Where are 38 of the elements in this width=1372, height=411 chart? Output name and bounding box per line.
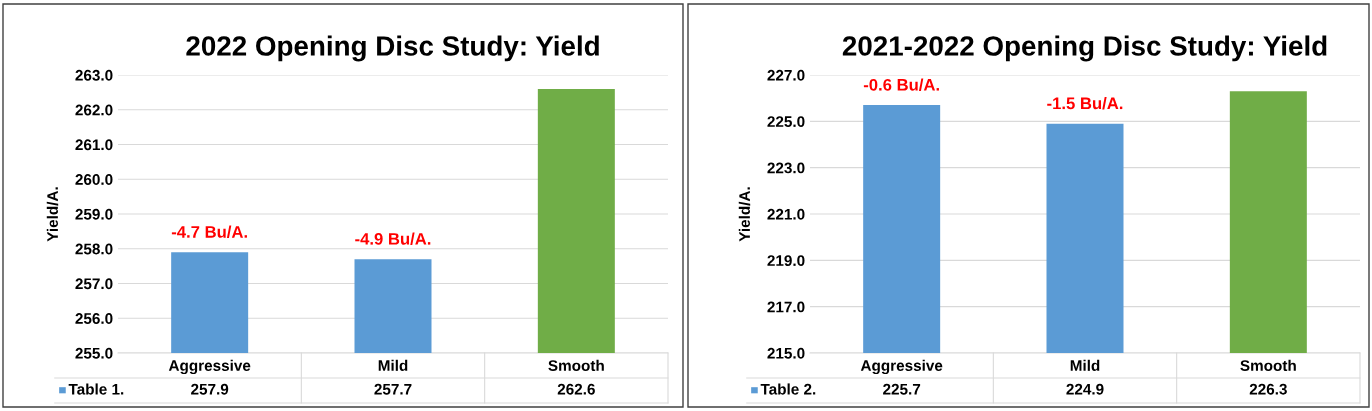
- y-tick-label: 255.0: [75, 347, 113, 359]
- y-tick-label: 227.0: [767, 69, 805, 81]
- x-tick-label: Aggressive: [860, 359, 943, 375]
- annotation: -4.9 Bu/A.: [355, 232, 431, 245]
- annotation: -0.6 Bu/A.: [863, 78, 939, 91]
- data-label: 257.9: [191, 383, 229, 395]
- y-axis-title: Yield/A.: [738, 187, 751, 242]
- data-label: 226.3: [1249, 383, 1287, 395]
- x-tick-label: Mild: [1070, 359, 1100, 371]
- y-tick-label: 258.0: [75, 243, 113, 255]
- chart-title: 2022 Opening Disc Study: Yield: [186, 35, 599, 62]
- y-tick-label: 256.0: [75, 313, 113, 324]
- y-tick-label: 263.0: [75, 69, 113, 81]
- data-label: 262.6: [557, 383, 595, 395]
- annotation: -4.7 Bu/A.: [171, 225, 247, 238]
- data-label: 257.7: [374, 383, 412, 395]
- x-tick-label: Mild: [378, 359, 408, 371]
- y-tick-label: 217.0: [767, 301, 805, 313]
- y-tick-label: 257.0: [75, 278, 113, 290]
- y-axis-title: Yield/A.: [46, 187, 59, 242]
- y-tick-label: 219.0: [767, 255, 805, 267]
- x-tick-label: Smooth: [548, 359, 604, 371]
- x-tick-label: Smooth: [1240, 359, 1296, 371]
- data-label: 225.7: [883, 383, 921, 395]
- data-label: 224.9: [1066, 383, 1104, 395]
- y-tick-label: 215.0: [767, 347, 805, 359]
- legend-label: Table 1.: [68, 383, 124, 395]
- y-tick-label: 223.0: [767, 162, 805, 174]
- y-tick-label: 260.0: [75, 174, 113, 185]
- annotation: -1.5 Bu/A.: [1047, 97, 1123, 110]
- y-tick-label: 259.0: [75, 208, 113, 220]
- x-tick-label: Aggressive: [168, 359, 251, 375]
- y-tick-label: 262.0: [75, 104, 113, 116]
- y-tick-label: 221.0: [767, 208, 805, 220]
- y-tick-label: 225.0: [767, 116, 805, 128]
- legend-label: Table 2.: [760, 383, 816, 395]
- chart-title: 2021-2022 Opening Disc Study: Yield: [842, 35, 1327, 62]
- y-tick-label: 261.0: [75, 139, 113, 151]
